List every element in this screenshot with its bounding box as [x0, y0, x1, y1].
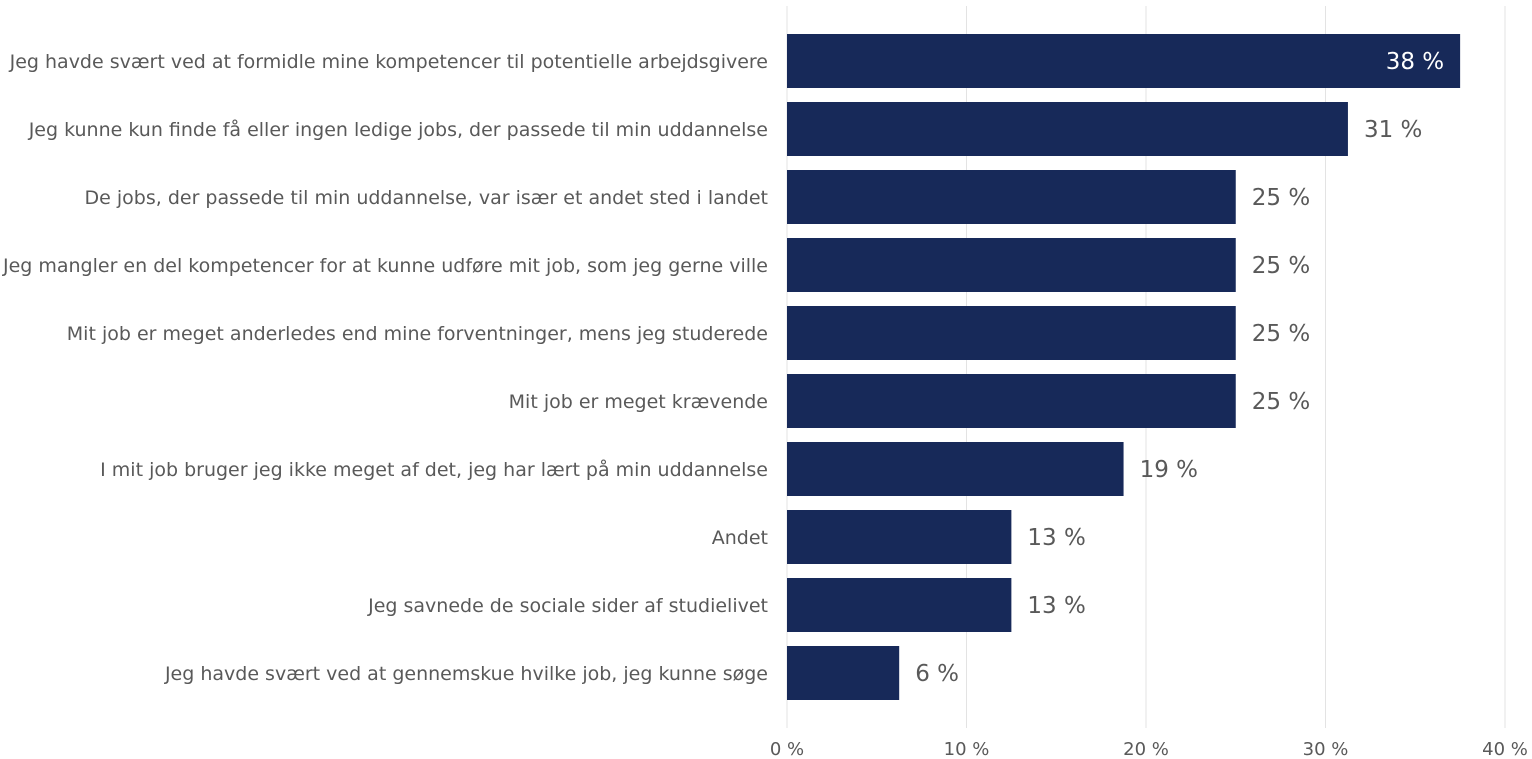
value-label: 25 %	[1252, 321, 1310, 347]
category-label: I mit job bruger jeg ikke meget af det, …	[100, 458, 768, 481]
value-label: 13 %	[1027, 593, 1085, 619]
category-label: De jobs, der passede til min uddannelse,…	[85, 187, 768, 209]
bar	[787, 442, 1124, 496]
value-label: 6 %	[915, 661, 959, 687]
value-label: 19 %	[1140, 457, 1198, 483]
category-label: Mit job er meget anderledes end mine for…	[67, 323, 768, 345]
value-label: 25 %	[1252, 185, 1310, 211]
bar	[787, 374, 1236, 428]
bar	[787, 170, 1236, 224]
x-tick-label: 10 %	[944, 739, 990, 759]
category-label: Jeg havde svært ved at gennemskue hvilke…	[164, 663, 768, 685]
x-tick-label: 40 %	[1482, 739, 1528, 759]
x-tick-label: 20 %	[1123, 739, 1169, 759]
category-label: Jeg kunne kun finde få eller ingen ledig…	[28, 118, 768, 141]
bar	[787, 102, 1348, 156]
category-label: Jeg savnede de sociale sider af studieli…	[367, 595, 768, 617]
x-tick-label: 30 %	[1303, 739, 1349, 759]
category-label: Andet	[712, 527, 768, 549]
category-label: Jeg havde svært ved at formidle mine kom…	[9, 51, 768, 73]
value-label: 13 %	[1027, 525, 1085, 551]
bar	[787, 578, 1012, 632]
bar	[787, 34, 1461, 88]
bar	[787, 510, 1012, 564]
category-label: Jeg mangler en del kompetencer for at ku…	[2, 255, 768, 277]
value-label: 38 %	[1386, 49, 1444, 75]
value-label: 31 %	[1364, 117, 1422, 143]
value-label: 25 %	[1252, 253, 1310, 279]
value-label: 25 %	[1252, 389, 1310, 415]
bar	[787, 646, 900, 700]
bar	[787, 238, 1236, 292]
category-label: Mit job er meget krævende	[509, 391, 768, 413]
bar	[787, 306, 1236, 360]
x-tick-label: 0 %	[770, 739, 804, 759]
